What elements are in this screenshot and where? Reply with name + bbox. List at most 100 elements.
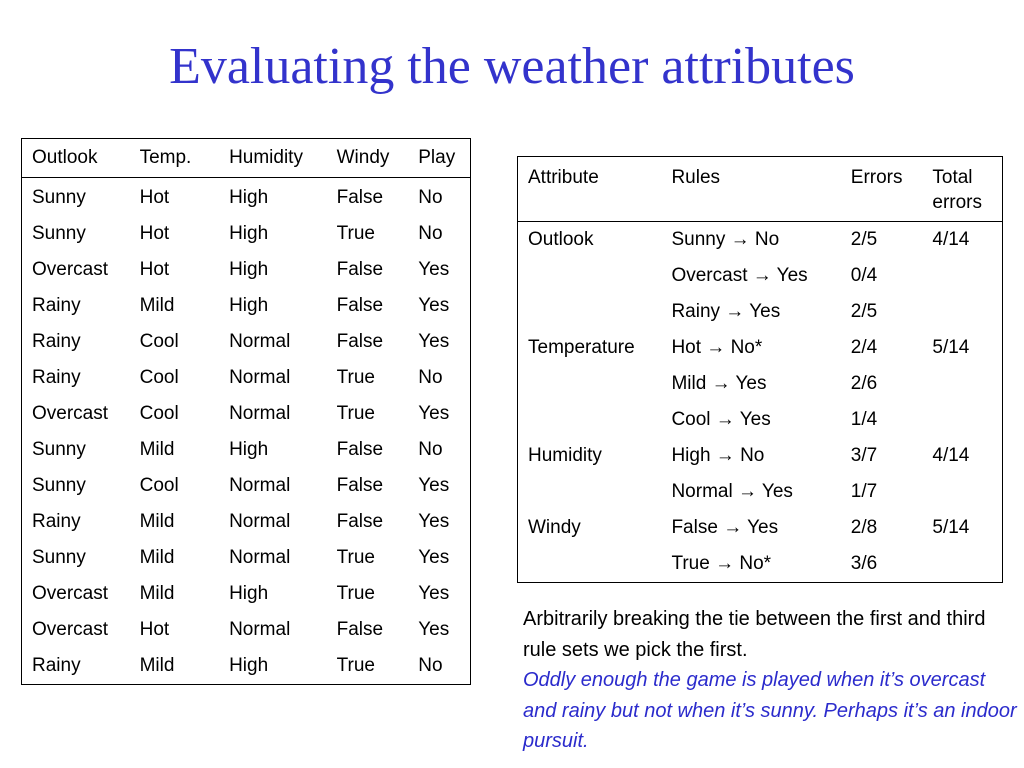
table-cell: Yes bbox=[418, 511, 450, 532]
table-row: Windy False → Yes 2/8 5/14 bbox=[518, 510, 1003, 546]
table-row: Overcast Mild High True Yes bbox=[22, 576, 471, 612]
table-row: Overcast → Yes 0/4 bbox=[518, 258, 1003, 294]
table-cell: Mild → Yes bbox=[671, 373, 767, 394]
table-cell: True bbox=[336, 655, 375, 676]
table-cell: False bbox=[336, 619, 384, 640]
table-row: Sunny Cool Normal False Yes bbox=[22, 468, 471, 504]
column-header: Rules bbox=[661, 156, 841, 222]
table-cell: Cool bbox=[139, 403, 179, 424]
table-cell: Yes bbox=[418, 583, 450, 604]
rules-table: Attribute Rules Errors Total errors Outl… bbox=[517, 156, 1003, 583]
table-cell: No bbox=[418, 187, 443, 208]
weather-table-body: Sunny Hot High False No Sunny Hot High True No Ove… bbox=[22, 178, 471, 685]
table-cell: False bbox=[336, 331, 384, 352]
table-row: Outlook Sunny → No 2/5 4/14 bbox=[518, 222, 1003, 259]
table-cell: Cool bbox=[139, 331, 179, 352]
table-cell: True bbox=[336, 367, 375, 388]
table-cell: Hot → No* bbox=[671, 337, 763, 358]
table-cell: Normal bbox=[229, 547, 291, 568]
table-cell: False → Yes bbox=[671, 517, 779, 538]
table-cell: Sunny bbox=[32, 475, 86, 496]
table-cell: 4/14 bbox=[932, 229, 970, 250]
table-cell bbox=[518, 258, 662, 294]
table-cell: High bbox=[229, 223, 269, 244]
table-cell: Cool bbox=[139, 367, 179, 388]
table-cell bbox=[518, 546, 662, 583]
table-cell: Hot bbox=[139, 619, 170, 640]
table-cell bbox=[922, 402, 1002, 438]
table-cell: Normal bbox=[229, 475, 291, 496]
table-row: Mild → Yes 2/6 bbox=[518, 366, 1003, 402]
table-cell: 2/5 bbox=[850, 301, 878, 322]
table-row: Temperature Hot → No* 2/4 5/14 bbox=[518, 330, 1003, 366]
table-cell: Yes bbox=[418, 331, 450, 352]
table-cell: Mild bbox=[139, 547, 175, 568]
table-cell bbox=[922, 474, 1002, 510]
table-cell: Overcast bbox=[32, 259, 109, 280]
table-cell: Yes bbox=[418, 403, 450, 424]
table-row: Sunny Hot High True No bbox=[22, 216, 471, 252]
table-cell: Overcast bbox=[32, 619, 109, 640]
table-row: Rainy Mild Normal False Yes bbox=[22, 504, 471, 540]
table-cell: Cool → Yes bbox=[671, 409, 771, 430]
table-cell: 2/6 bbox=[850, 373, 878, 394]
table-cell: 2/4 bbox=[850, 337, 878, 358]
table-cell: No bbox=[418, 439, 443, 460]
table-row: Sunny Hot High False No bbox=[22, 178, 471, 217]
table-cell bbox=[922, 546, 1002, 583]
table-cell: Rainy → Yes bbox=[671, 301, 781, 322]
column-header: Humidity bbox=[219, 138, 327, 178]
table-row: Rainy Cool Normal True No bbox=[22, 360, 471, 396]
table-cell: High → No bbox=[671, 445, 765, 466]
table-cell: 3/7 bbox=[850, 445, 878, 466]
table-cell: False bbox=[336, 259, 384, 280]
table-row: Overcast Hot Normal False Yes bbox=[22, 612, 471, 648]
table-cell: Normal bbox=[229, 331, 291, 352]
table-cell bbox=[518, 366, 662, 402]
table-cell: Yes bbox=[418, 475, 450, 496]
table-cell: Normal → Yes bbox=[671, 481, 793, 502]
table-cell: Sunny bbox=[32, 223, 86, 244]
table-cell: False bbox=[336, 295, 384, 316]
table-cell: Rainy bbox=[32, 655, 81, 676]
table-cell bbox=[518, 474, 662, 510]
table-cell: No bbox=[418, 223, 443, 244]
table-row: Rainy Mild High False Yes bbox=[22, 288, 471, 324]
table-row: Humidity High → No 3/7 4/14 bbox=[518, 438, 1003, 474]
table-cell: Outlook bbox=[528, 229, 594, 250]
table-row: Overcast Hot High False Yes bbox=[22, 252, 471, 288]
table-cell: Sunny bbox=[32, 187, 86, 208]
table-cell: Overcast bbox=[32, 583, 109, 604]
table-row: Rainy → Yes 2/5 bbox=[518, 294, 1003, 330]
table-cell bbox=[518, 402, 662, 438]
table-cell: False bbox=[336, 439, 384, 460]
table-cell: 5/14 bbox=[932, 517, 970, 538]
table-cell: Yes bbox=[418, 619, 450, 640]
table-cell: Rainy bbox=[32, 331, 81, 352]
table-cell: Overcast → Yes bbox=[671, 265, 808, 286]
table-cell: High bbox=[229, 439, 269, 460]
table-cell: Rainy bbox=[32, 367, 81, 388]
table-cell: Mild bbox=[139, 295, 175, 316]
table-cell: High bbox=[229, 655, 269, 676]
table-cell: 2/5 bbox=[850, 229, 878, 250]
table-cell: Normal bbox=[229, 619, 291, 640]
table-cell: Mild bbox=[139, 583, 175, 604]
table-cell: Sunny → No bbox=[671, 229, 780, 250]
table-cell: 4/14 bbox=[932, 445, 970, 466]
column-header: Attribute bbox=[517, 156, 662, 222]
table-cell: True bbox=[336, 583, 375, 604]
table-cell: Normal bbox=[229, 367, 291, 388]
table-cell bbox=[922, 294, 1002, 330]
table-cell: True → No* bbox=[671, 553, 772, 574]
table-cell: High bbox=[229, 259, 269, 280]
table-cell: Hot bbox=[139, 187, 170, 208]
note-text: Arbitrarily breaking the tie between the… bbox=[523, 608, 986, 661]
table-row: Sunny Mild Normal True Yes bbox=[22, 540, 471, 576]
table-cell: Mild bbox=[139, 439, 175, 460]
column-header: Errors bbox=[840, 156, 923, 222]
table-row: Rainy Cool Normal False Yes bbox=[22, 324, 471, 360]
note-italic-text: Oddly enough the game is played when it’… bbox=[523, 669, 1017, 752]
table-cell bbox=[922, 258, 1002, 294]
table-cell: No bbox=[418, 655, 443, 676]
